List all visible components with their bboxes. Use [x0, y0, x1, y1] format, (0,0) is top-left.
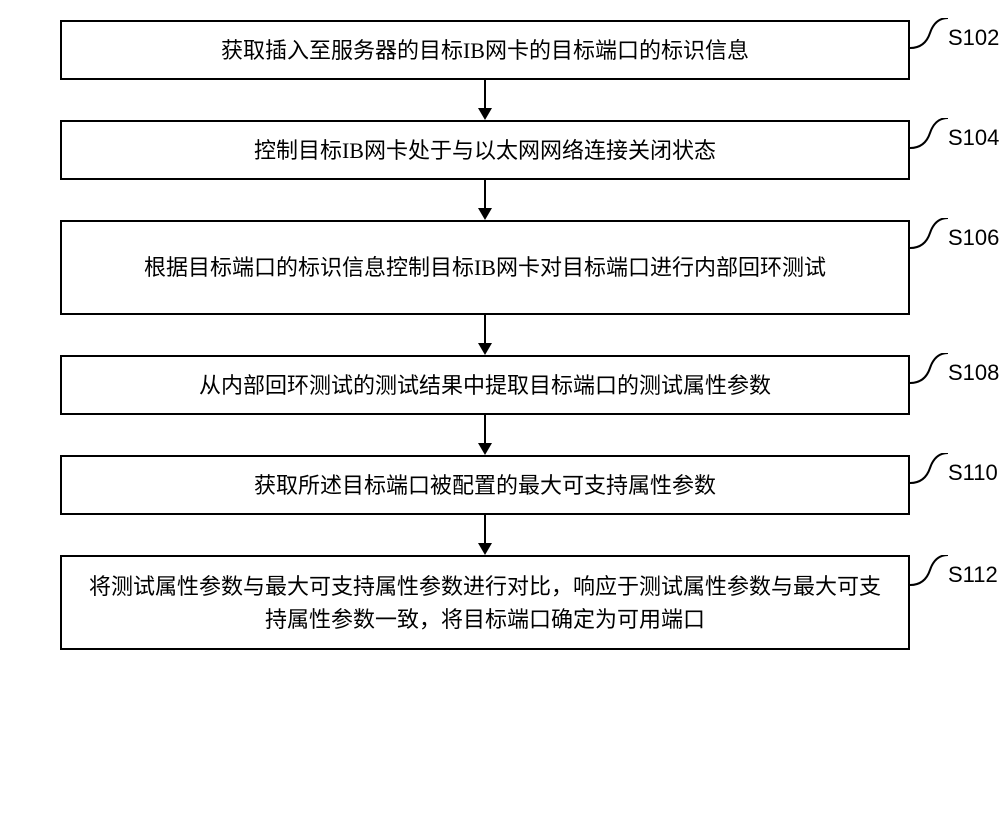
flow-step-s108: 从内部回环测试的测试结果中提取目标端口的测试属性参数 [60, 355, 910, 415]
connector-s112 [910, 555, 950, 590]
flowchart-container: 获取插入至服务器的目标IB网卡的目标端口的标识信息 控制目标IB网卡处于与以太网… [60, 20, 910, 650]
arrow-down-icon [470, 180, 500, 220]
flow-step-text: 获取所述目标端口被配置的最大可支持属性参数 [254, 469, 716, 502]
flow-step-text: 将测试属性参数与最大可支持属性参数进行对比，响应于测试属性参数与最大可支持属性参… [82, 570, 888, 636]
arrow-down-icon [470, 415, 500, 455]
arrow-5 [60, 515, 910, 555]
connector-s106 [910, 218, 950, 253]
step-label-s104: S104 [948, 125, 999, 151]
flow-step-s104: 控制目标IB网卡处于与以太网网络连接关闭状态 [60, 120, 910, 180]
step-label-s106: S106 [948, 225, 999, 251]
flow-step-text: 根据目标端口的标识信息控制目标IB网卡对目标端口进行内部回环测试 [144, 251, 826, 284]
arrow-4 [60, 415, 910, 455]
flow-step-s112: 将测试属性参数与最大可支持属性参数进行对比，响应于测试属性参数与最大可支持属性参… [60, 555, 910, 650]
arrow-down-icon [470, 315, 500, 355]
arrow-1 [60, 80, 910, 120]
flow-step-s106: 根据目标端口的标识信息控制目标IB网卡对目标端口进行内部回环测试 [60, 220, 910, 315]
connector-s102 [910, 18, 950, 53]
arrow-2 [60, 180, 910, 220]
step-label-s110: S110 [948, 460, 998, 486]
step-label-s112: S112 [948, 562, 998, 588]
connector-s110 [910, 453, 950, 488]
flow-step-s110: 获取所述目标端口被配置的最大可支持属性参数 [60, 455, 910, 515]
flow-step-s102: 获取插入至服务器的目标IB网卡的目标端口的标识信息 [60, 20, 910, 80]
arrow-down-icon [470, 80, 500, 120]
step-label-s102: S102 [948, 25, 999, 51]
flow-step-text: 从内部回环测试的测试结果中提取目标端口的测试属性参数 [199, 369, 771, 402]
step-label-s108: S108 [948, 360, 999, 386]
connector-s104 [910, 118, 950, 153]
flow-step-text: 获取插入至服务器的目标IB网卡的目标端口的标识信息 [221, 34, 749, 67]
flow-step-text: 控制目标IB网卡处于与以太网网络连接关闭状态 [254, 134, 716, 167]
arrow-3 [60, 315, 910, 355]
connector-s108 [910, 353, 950, 388]
arrow-down-icon [470, 515, 500, 555]
